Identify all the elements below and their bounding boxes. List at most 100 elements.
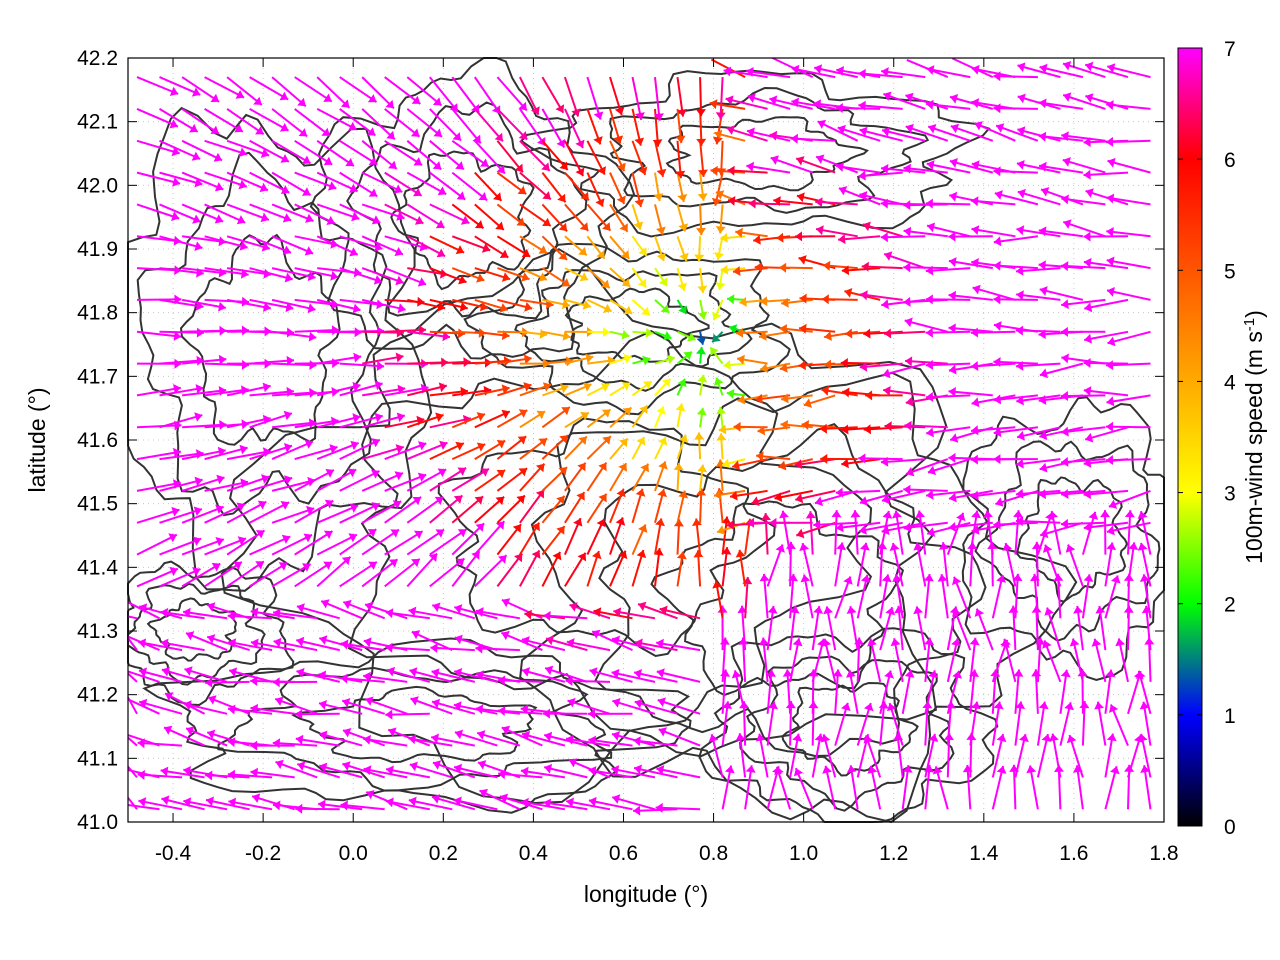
wind-vector-shaft bbox=[204, 139, 248, 156]
wind-vector-head bbox=[227, 769, 236, 780]
wind-vector-shaft bbox=[294, 76, 333, 103]
wind-vector-shaft bbox=[159, 386, 204, 397]
wind-vector-head bbox=[623, 305, 633, 315]
wind-vector-shaft bbox=[429, 76, 459, 113]
wind-vector-head bbox=[168, 533, 177, 543]
wind-vector-head bbox=[304, 246, 314, 256]
wind-vector-shaft bbox=[161, 797, 205, 811]
wind-vector-head bbox=[207, 602, 216, 612]
wind-vector-shaft bbox=[858, 104, 903, 110]
wind-vector-shaft bbox=[742, 637, 747, 682]
wind-vector-head bbox=[1124, 764, 1135, 772]
wind-vector-shaft bbox=[1106, 103, 1151, 110]
wind-vector-head bbox=[796, 528, 805, 539]
wind-vector-head bbox=[330, 270, 339, 281]
wind-vector-head bbox=[598, 462, 607, 472]
wind-vector-shaft bbox=[809, 511, 814, 555]
wind-vector-shaft bbox=[159, 537, 202, 556]
wind-vector-shaft bbox=[789, 541, 792, 587]
wind-vector-shaft bbox=[946, 670, 960, 715]
wind-vector-shaft bbox=[206, 635, 250, 652]
wind-vector-head bbox=[864, 703, 874, 712]
wind-vector-shaft bbox=[611, 671, 656, 683]
wind-vector-head bbox=[720, 264, 729, 275]
wind-vector-shaft bbox=[431, 670, 476, 683]
wind-vector-head bbox=[539, 329, 548, 339]
wind-vector-head bbox=[611, 668, 620, 679]
wind-vector-head bbox=[799, 293, 807, 304]
wind-vector-shaft bbox=[479, 789, 521, 811]
wind-vector-head bbox=[556, 495, 565, 505]
wind-vector-shaft bbox=[204, 480, 249, 492]
wind-vector-head bbox=[137, 770, 145, 780]
wind-vector-shaft bbox=[971, 227, 1016, 238]
wind-vector-head bbox=[227, 737, 236, 748]
wind-vector-shaft bbox=[781, 510, 792, 555]
wind-vector-shaft bbox=[789, 701, 793, 746]
wind-vector-shaft bbox=[926, 224, 971, 238]
wind-vector-head bbox=[635, 488, 646, 497]
wind-vector-head bbox=[596, 250, 605, 259]
y-tick-label: 41.8 bbox=[77, 302, 118, 325]
wind-vector-head bbox=[273, 608, 281, 619]
wind-vector-head bbox=[365, 696, 374, 706]
wind-vector-shaft bbox=[856, 542, 868, 587]
wind-vector-shaft bbox=[136, 298, 182, 301]
wind-vector-head bbox=[769, 517, 777, 528]
wind-vector-head bbox=[377, 326, 385, 337]
wind-vector-head bbox=[517, 185, 527, 195]
wind-vector-head bbox=[971, 397, 980, 408]
wind-vector-shaft bbox=[181, 505, 224, 524]
wind-vector-head bbox=[808, 669, 819, 677]
wind-vector-shaft bbox=[817, 120, 859, 142]
wind-vector-head bbox=[1065, 544, 1076, 553]
wind-vector-head bbox=[499, 303, 508, 313]
wind-vector-shaft bbox=[915, 542, 927, 587]
wind-vector-shaft bbox=[869, 765, 882, 810]
wind-vector-shaft bbox=[361, 500, 402, 524]
wind-vector-shaft bbox=[138, 799, 183, 811]
wind-vector-head bbox=[409, 761, 418, 772]
wind-vector-head bbox=[419, 241, 428, 252]
wind-vector-head bbox=[616, 488, 626, 498]
wind-vector-shaft bbox=[1033, 573, 1039, 619]
wind-vector-head bbox=[1106, 396, 1115, 407]
wind-vector-head bbox=[514, 163, 523, 173]
wind-vector-head bbox=[842, 387, 850, 398]
wind-vector-shaft bbox=[294, 530, 334, 556]
wind-vector-head bbox=[431, 733, 439, 744]
wind-vector-shaft bbox=[406, 235, 446, 258]
wind-vector-head bbox=[634, 669, 642, 679]
wind-vector-shaft bbox=[498, 772, 543, 779]
y-tick-label: 41.6 bbox=[77, 429, 118, 452]
wind-vector-head bbox=[561, 407, 570, 416]
wind-vector-shaft bbox=[136, 107, 179, 128]
wind-vector-shaft bbox=[790, 137, 836, 142]
wind-vector-head bbox=[618, 550, 628, 560]
wind-vector-shaft bbox=[316, 441, 359, 461]
wind-vector-shaft bbox=[271, 267, 316, 279]
wind-vector-shaft bbox=[138, 641, 183, 652]
wind-vector-head bbox=[926, 65, 935, 75]
wind-vector-head bbox=[160, 638, 169, 649]
wind-vector-head bbox=[795, 231, 803, 242]
x-tick-label: 1.2 bbox=[879, 842, 908, 865]
wind-vector-head bbox=[476, 607, 484, 617]
wind-vector-head bbox=[1040, 528, 1049, 539]
wind-vector-head bbox=[892, 510, 902, 519]
wind-vector-shaft bbox=[723, 69, 768, 79]
wind-vector-head bbox=[345, 157, 354, 167]
wind-vector-head bbox=[252, 793, 261, 803]
wind-vector-shaft bbox=[429, 171, 466, 201]
wind-vector-head bbox=[1042, 640, 1052, 649]
wind-vector-shaft bbox=[136, 386, 181, 397]
wind-vector-head bbox=[821, 294, 829, 305]
wind-vector-shaft bbox=[1039, 66, 1084, 79]
wind-vector-head bbox=[923, 574, 934, 582]
wind-vector-head bbox=[633, 805, 641, 816]
wind-vector-head bbox=[255, 126, 264, 135]
wind-vector-head bbox=[726, 125, 735, 135]
wind-vector-head bbox=[751, 496, 760, 506]
wind-vector-shaft bbox=[1043, 640, 1062, 683]
wind-vector-head bbox=[396, 211, 405, 221]
